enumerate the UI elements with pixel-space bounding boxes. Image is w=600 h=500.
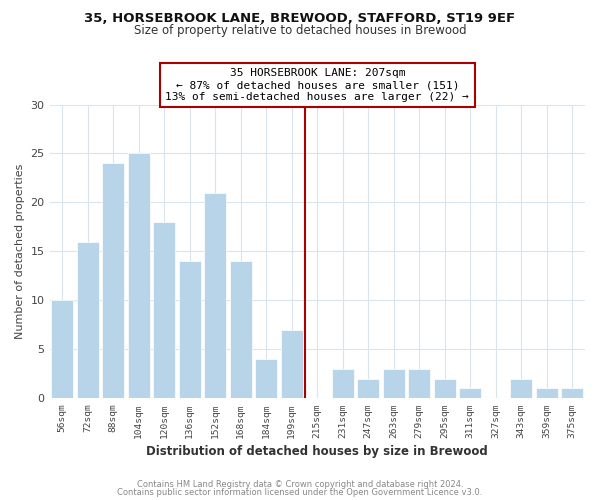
Bar xyxy=(103,164,124,398)
Bar xyxy=(536,388,557,398)
Text: 35, HORSEBROOK LANE, BREWOOD, STAFFORD, ST19 9EF: 35, HORSEBROOK LANE, BREWOOD, STAFFORD, … xyxy=(85,12,515,26)
Bar xyxy=(205,192,226,398)
Bar xyxy=(409,369,430,398)
X-axis label: Distribution of detached houses by size in Brewood: Distribution of detached houses by size … xyxy=(146,444,488,458)
Bar xyxy=(230,261,251,398)
Bar xyxy=(332,369,353,398)
Y-axis label: Number of detached properties: Number of detached properties xyxy=(15,164,25,339)
Bar xyxy=(358,378,379,398)
Bar xyxy=(281,330,302,398)
Bar xyxy=(383,369,404,398)
Bar xyxy=(460,388,481,398)
Text: Contains public sector information licensed under the Open Government Licence v3: Contains public sector information licen… xyxy=(118,488,482,497)
Bar xyxy=(77,242,98,398)
Text: Size of property relative to detached houses in Brewood: Size of property relative to detached ho… xyxy=(134,24,466,37)
Bar xyxy=(434,378,455,398)
Text: 35 HORSEBROOK LANE: 207sqm
← 87% of detached houses are smaller (151)
13% of sem: 35 HORSEBROOK LANE: 207sqm ← 87% of deta… xyxy=(166,68,469,102)
Bar xyxy=(52,300,73,398)
Text: Contains HM Land Registry data © Crown copyright and database right 2024.: Contains HM Land Registry data © Crown c… xyxy=(137,480,463,489)
Bar xyxy=(256,359,277,398)
Bar xyxy=(179,261,200,398)
Bar xyxy=(511,378,532,398)
Bar xyxy=(128,154,149,398)
Bar xyxy=(562,388,583,398)
Bar xyxy=(154,222,175,398)
